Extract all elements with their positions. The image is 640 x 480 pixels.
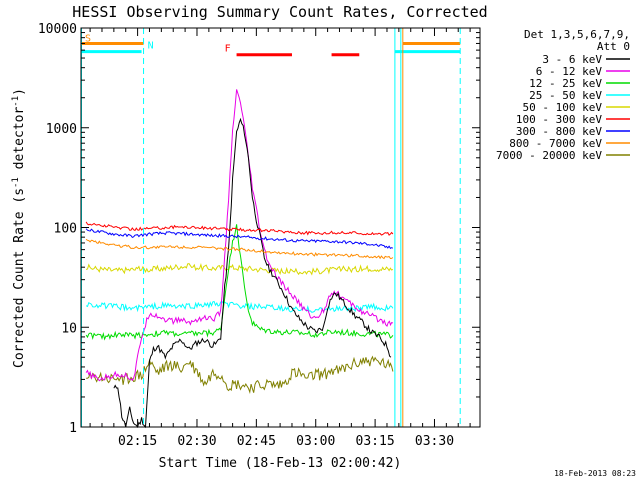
legend-label: 7000 - 20000 keV [496, 149, 602, 162]
legend-label: 800 - 7000 keV [509, 137, 602, 150]
x-tick-label: 02:45 [237, 434, 276, 449]
y-tick-label: 1000 [46, 122, 77, 137]
flag-letter: F [225, 44, 231, 55]
flag-letter: S [85, 33, 91, 44]
y-tick-label: 10 [61, 321, 77, 336]
flag-letter: N [148, 41, 154, 52]
legend-label: 6 - 12 keV [536, 65, 603, 78]
series-line [86, 355, 394, 394]
y-label-main: Corrected Count Rate (s [12, 188, 27, 368]
legend-label: 3 - 6 keV [542, 53, 602, 66]
x-tick-label: 03:00 [296, 434, 335, 449]
series-line [85, 228, 394, 249]
legend-label: 50 - 100 keV [523, 101, 603, 114]
series-line [85, 262, 394, 276]
plot-frame [80, 27, 481, 428]
series-line [85, 89, 394, 382]
legend-label: 100 - 300 keV [516, 113, 602, 126]
x-tick-label: 02:30 [177, 434, 216, 449]
y-axis-label: Corrected Count Rate (s-1 detector-1) [11, 88, 27, 368]
y-label-end: ) [12, 88, 27, 96]
series-line [85, 221, 394, 236]
footer-timestamp: 18-Feb-2013 08:23 [554, 469, 636, 478]
chart-title: HESSI Observing Summary Count Rates, Cor… [72, 3, 487, 21]
x-axis: 02:15 02:30 02:45 03:00 03:15 03:30 [89, 28, 471, 449]
legend-header: Att 0 [597, 40, 630, 53]
y-tick-label: 1 [69, 421, 77, 436]
x-tick-label: 03:15 [356, 434, 395, 449]
y-label-exp2: -1 [11, 96, 21, 107]
y-tick-label: 10000 [38, 22, 77, 37]
series-line [85, 224, 394, 341]
series-layer [85, 89, 394, 429]
legend-label: 12 - 25 keV [529, 77, 602, 90]
y-label-exp1: -1 [11, 177, 21, 188]
markers-layer [81, 28, 461, 427]
x-tick-label: 02:15 [118, 434, 157, 449]
series-line [85, 300, 394, 313]
flags-layer: S N F [81, 33, 461, 57]
y-tick-label: 100 [54, 222, 77, 237]
legend-label: 25 - 50 keV [529, 89, 602, 102]
y-axis: 1 10 100 1000 10000 [38, 22, 480, 436]
y-label-mid: detector [12, 107, 27, 178]
x-axis-label: Start Time (18-Feb-13 02:00:42) [159, 456, 402, 471]
legend-header: Det 1,3,5,6,7,9, [524, 28, 630, 41]
x-tick-label: 03:30 [415, 434, 454, 449]
series-line [113, 117, 392, 429]
legend-label: 300 - 800 keV [516, 125, 602, 138]
series-line [85, 238, 394, 260]
